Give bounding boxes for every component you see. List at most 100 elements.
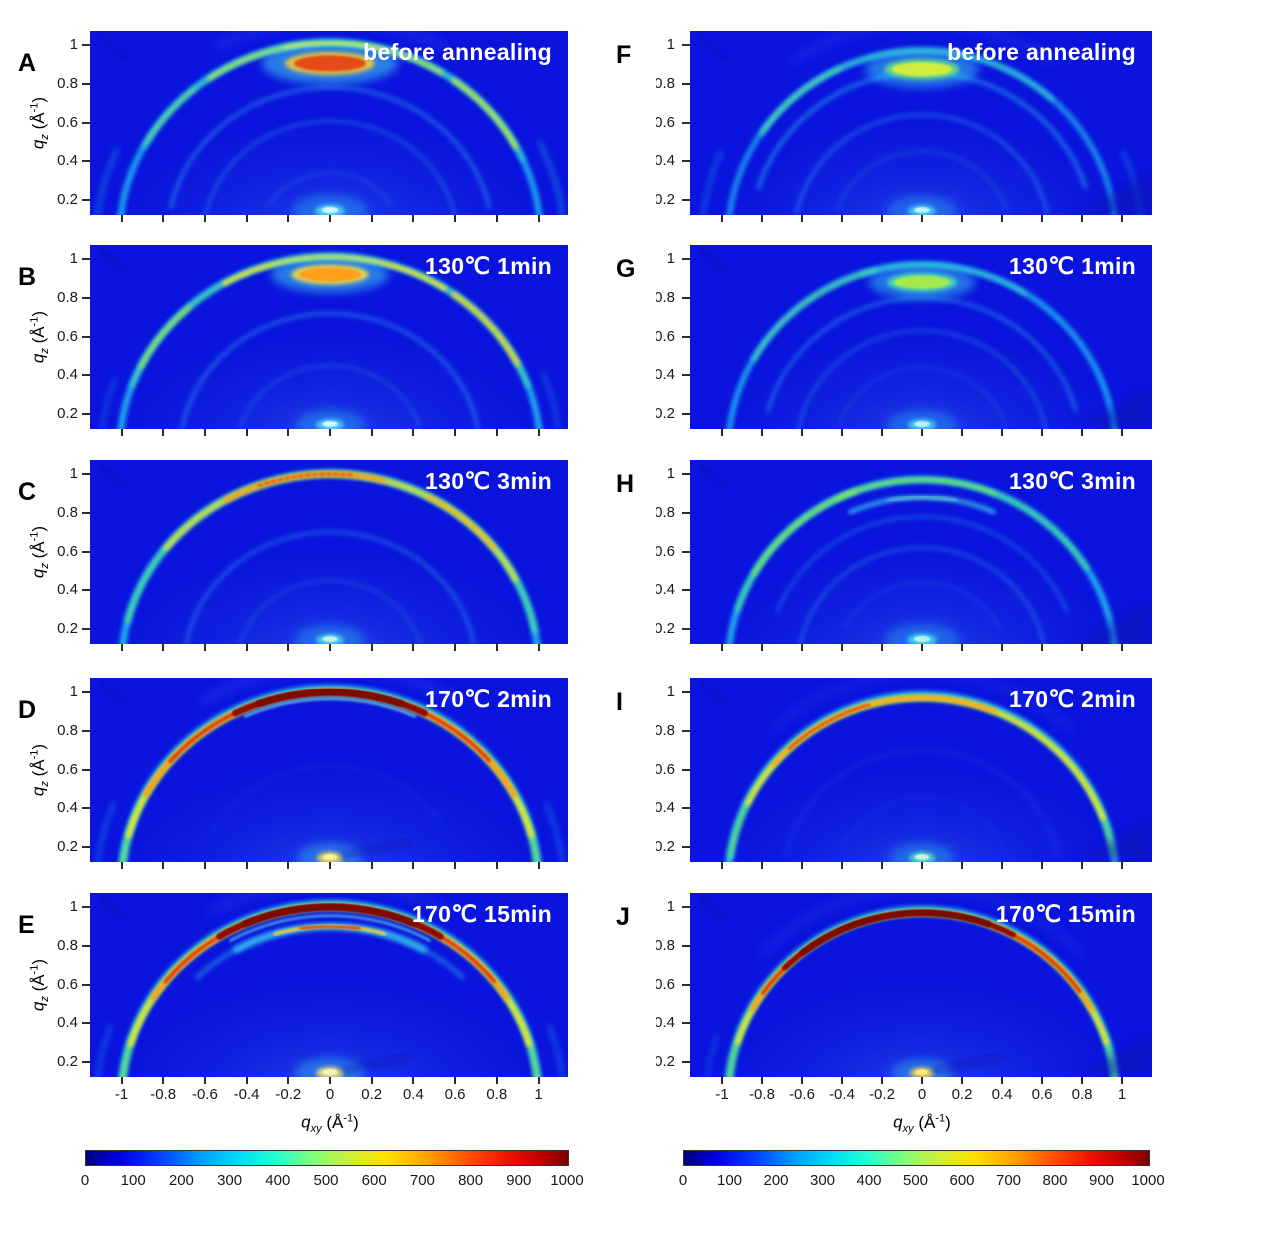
x-tick-E [495, 1077, 498, 1084]
y-tick-label: 0.2 [656, 838, 678, 856]
y-tick-label: 0.2 [57, 1053, 78, 1070]
x-tick-C [120, 644, 123, 651]
x-tick-H [721, 644, 723, 651]
y-axis-title-row-0: qz (Å-1) [28, 48, 51, 198]
x-tick-I [881, 862, 883, 869]
y-tick-label-text: 0.4 [656, 366, 675, 384]
x-axis-unit: (Å-1) [918, 1112, 951, 1132]
x-tick-J [841, 1077, 843, 1084]
y-tick-label: 0.4 [57, 152, 78, 170]
y-tick-label: 0.4 [656, 1014, 678, 1032]
x-tick-E [245, 1077, 248, 1084]
y-axis-title-row-4: qz (Å-1) [28, 910, 51, 1060]
x-tick-C [495, 644, 498, 651]
colorbar-tick-label: 500 [902, 1172, 929, 1189]
y-tick-label: 0.2 [57, 620, 78, 637]
x-tick-I [1121, 862, 1123, 869]
x-tick-E [454, 1077, 457, 1084]
y-tick-J [682, 944, 690, 947]
x-tick-E [370, 1077, 373, 1084]
y-tick-label: 0.6 [656, 543, 678, 561]
x-tick-label: 0 [325, 1086, 335, 1103]
x-tick-D [370, 862, 373, 869]
y-tick-label: 0.2 [57, 838, 78, 855]
x-tick-J [761, 1077, 763, 1084]
y-tick-label-text: 0.8 [656, 74, 675, 92]
x-tick-label: 0.2 [951, 1086, 973, 1103]
colorbar-tick-label: 900 [1088, 1172, 1115, 1189]
y-tick-label-text: 0.4 [656, 152, 675, 170]
y-tick-label: 1 [656, 36, 678, 54]
x-tick-A [370, 215, 373, 222]
x-tick-C [454, 644, 457, 651]
x-tick-E [120, 1077, 123, 1084]
y-tick-label: 0.4 [57, 366, 78, 384]
x-tick-I [761, 862, 763, 869]
x-tick-F [881, 215, 883, 222]
y-axis-subscript: z [39, 781, 52, 787]
y-tick-label: 1 [69, 898, 78, 915]
y-tick-F [682, 82, 690, 85]
x-tick-J [1121, 1077, 1123, 1084]
panel-letter-G: G [616, 255, 636, 283]
x-axis-title-left: qxy (Å-1) [250, 1112, 410, 1135]
x-tick-H [1081, 644, 1083, 651]
x-tick-B [370, 429, 373, 436]
y-tick-label: 0.4 [656, 799, 678, 817]
x-tick-label: -0.6 [191, 1086, 218, 1103]
y-tick-label-text: 0.6 [656, 542, 675, 560]
x-tick-J [721, 1077, 723, 1084]
colorbar-tick-label: 200 [168, 1172, 194, 1189]
x-tick-G [841, 429, 843, 436]
y-tick-E [82, 944, 90, 947]
y-tick-label: 0.6 [57, 113, 78, 131]
y-tick-label: 1 [69, 465, 78, 482]
panel-image-C [90, 460, 568, 644]
y-tick-J [682, 1061, 690, 1063]
x-tick-label: -0.2 [869, 1086, 895, 1103]
x-tick-G [1081, 429, 1083, 436]
y-tick-label: 0.4 [57, 581, 78, 599]
panel-letter-H: H [616, 470, 635, 498]
panel-annotation-H: 130℃ 3min [1009, 468, 1136, 494]
x-tick-J [961, 1077, 963, 1084]
x-tick-label: -0.4 [829, 1086, 855, 1103]
x-tick-B [245, 429, 248, 436]
y-tick-label: 0.6 [656, 114, 678, 132]
y-tick-label: 1 [656, 250, 678, 268]
y-tick-label: 1 [69, 683, 78, 700]
colorbar-tick-label: 600 [361, 1172, 387, 1189]
y-tick-label: 0.8 [656, 504, 678, 522]
panel-letter-E: E [18, 911, 35, 939]
colorbar-tick-label: 100 [120, 1172, 146, 1189]
y-tick-G [682, 413, 690, 415]
y-tick-C [82, 589, 90, 592]
y-tick-F [682, 160, 690, 163]
y-tick-H [682, 550, 690, 553]
y-axis-symbol: q [28, 1001, 48, 1012]
y-tick-B [82, 335, 90, 338]
colorbar-tick-label: 0 [678, 1172, 688, 1189]
x-tick-F [1121, 215, 1123, 222]
panel-image-F [690, 31, 1152, 215]
y-tick-I [682, 768, 690, 771]
colorbar-left [85, 1150, 569, 1166]
y-tick-label: 0.6 [656, 761, 678, 779]
y-tick-label: 0.2 [57, 405, 78, 422]
panel-letter-C: C [18, 478, 37, 506]
x-tick-E [162, 1077, 165, 1084]
panel-annotation-B: 130℃ 1min [425, 253, 552, 279]
x-tick-C [412, 644, 415, 651]
y-tick-A [82, 160, 90, 163]
x-tick-D [495, 862, 498, 869]
x-tick-D [287, 862, 290, 869]
y-tick-C [82, 628, 90, 630]
x-tick-B [454, 429, 457, 436]
y-tick-F [682, 121, 690, 124]
x-tick-label: 0.4 [991, 1086, 1013, 1103]
x-tick-H [961, 644, 963, 651]
x-tick-D [120, 862, 123, 869]
y-tick-label-text: 1 [666, 36, 675, 53]
colorbar-tick-label: 100 [716, 1172, 743, 1189]
x-tick-label: 0.4 [402, 1086, 424, 1103]
